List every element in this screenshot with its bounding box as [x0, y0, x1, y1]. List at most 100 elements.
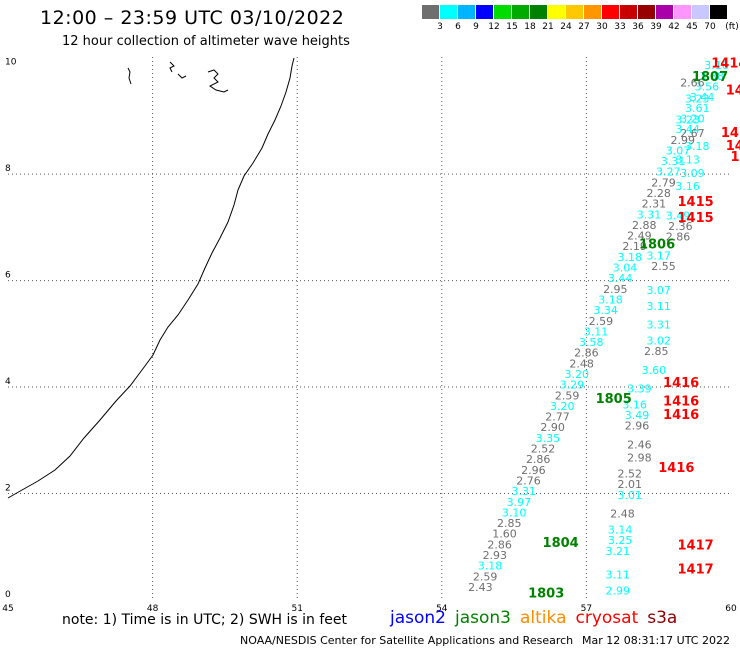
- legend-label: 12: [488, 22, 500, 32]
- swh-value: 2.76: [516, 474, 541, 487]
- swh-value: 3.07: [666, 144, 691, 157]
- legend-label: 3: [437, 22, 443, 32]
- legend-swatch: [530, 5, 547, 19]
- x-tick-label: 57: [581, 604, 592, 614]
- x-tick-label: 54: [436, 604, 448, 614]
- island-path: [207, 69, 229, 93]
- swh-value: 3.97: [507, 496, 532, 509]
- legend-label: 39: [650, 22, 662, 32]
- swh-value: 3.23: [685, 92, 710, 105]
- swh-value: 2.48: [569, 357, 594, 370]
- pass-number: 1417: [678, 562, 714, 577]
- y-tick-label: 8: [5, 164, 11, 174]
- swh-value: 3.44: [608, 272, 633, 285]
- legend-label: 18: [524, 22, 536, 32]
- satellite-s3a: s3a: [647, 608, 678, 628]
- coastline-path: [7, 57, 295, 499]
- legend-swatch: [584, 5, 601, 19]
- island-path: [169, 61, 187, 79]
- swh-value: 3.35: [536, 432, 561, 445]
- page-subtitle: 12 hour collection of altimeter wave hei…: [62, 34, 350, 49]
- swh-value: 3.02: [646, 334, 671, 347]
- swh-value: 2.59: [473, 570, 498, 583]
- pass-number: 1416: [663, 395, 699, 410]
- swh-value: 3.04: [613, 262, 638, 275]
- swh-value: 3.56: [695, 81, 720, 94]
- pass-number: 1416: [658, 461, 694, 476]
- swh-value: 3.31: [646, 319, 671, 332]
- swh-value: 2.46: [627, 438, 652, 451]
- y-tick-label: 4: [5, 377, 11, 387]
- swh-value: 2.66: [680, 76, 705, 89]
- legend-label: 9: [473, 22, 479, 32]
- y-tick-label: 0: [5, 590, 11, 600]
- legend-label: (ft): [725, 22, 739, 32]
- swh-values: 2.432.593.182.932.861.602.853.103.973.31…: [468, 59, 729, 597]
- swh-value: 3.11: [584, 325, 609, 338]
- swh-value: 3.16: [675, 180, 700, 193]
- swh-value: 3.29: [560, 379, 585, 392]
- footer-note: note: 1) Time is in UTC; 2) SWH is in fe…: [62, 612, 348, 628]
- swh-value: 2.93: [483, 549, 508, 562]
- swh-value: 3.44: [690, 91, 715, 104]
- pass-number: 1416: [663, 408, 699, 423]
- pass-number: 1804: [543, 536, 579, 551]
- swh-value: 3.23: [675, 114, 700, 127]
- swh-value: 2.55: [651, 260, 676, 273]
- swh-value: 3.44: [675, 123, 700, 136]
- swh-value: 3.20: [680, 112, 705, 125]
- credit-line: NOAA/NESDIS Center for Satellite Applica…: [240, 634, 574, 647]
- legend-label: 15: [506, 22, 518, 32]
- swh-value: 3.16: [704, 59, 729, 72]
- satellite-jason3: jason3: [455, 608, 511, 628]
- swh-value: 2.85: [497, 517, 522, 530]
- swh-value: 3.13: [675, 153, 700, 166]
- legend-swatch: [494, 5, 511, 19]
- swh-value: 3.18: [685, 140, 710, 153]
- pass-number: 1417: [678, 538, 714, 553]
- swh-value: 3.39: [627, 382, 652, 395]
- swh-value: 2.77: [545, 411, 570, 424]
- legend-swatch: [440, 5, 457, 19]
- pass-number: 1415: [678, 195, 714, 210]
- swh-value: 2.86: [487, 538, 512, 551]
- legend-swatch: [512, 5, 529, 19]
- legend-swatch: [638, 5, 655, 19]
- swh-value: 3.14: [608, 523, 633, 536]
- swh-value: 3.11: [605, 569, 630, 582]
- satellite-altika: altika: [520, 608, 567, 628]
- legend-swatch: [674, 5, 691, 19]
- legend-swatch: [422, 5, 439, 19]
- x-tick-label: 45: [2, 604, 13, 614]
- swh-value: 2.52: [531, 443, 556, 456]
- swh-value: 3.09: [680, 167, 705, 180]
- swh-value: 2.86: [574, 347, 599, 360]
- swh-value: 2.85: [644, 345, 669, 358]
- legend-label: 33: [614, 22, 626, 32]
- swh-value: 2.96: [625, 420, 650, 433]
- legend-label: 45: [686, 22, 698, 32]
- legend-label: 24: [560, 22, 572, 32]
- legend-swatch: [548, 5, 565, 19]
- swh-value: 3.17: [646, 249, 671, 262]
- x-tick-label: 60: [725, 604, 737, 614]
- legend-swatch: [692, 5, 709, 19]
- swh-value: 3.31: [661, 155, 686, 168]
- legend-label: 6: [455, 22, 461, 32]
- swh-value: 3.49: [625, 409, 650, 422]
- swh-value: 2.59: [555, 389, 580, 402]
- swh-value: 3.01: [618, 489, 643, 502]
- timestamp: Mar 12 08:31:17 UTC 2022: [582, 634, 730, 647]
- satellite-legend: jason2 jason3 altika cryosat s3a: [390, 608, 686, 628]
- swh-value: 2.98: [627, 452, 652, 465]
- x-tick-label: 51: [291, 604, 302, 614]
- pass-number: 1415: [731, 150, 740, 165]
- color-legend: 3 6 9 12 15 18 21 24 27 30 33 36 39 42 45 70 (ft): [422, 5, 739, 35]
- swh-value: 2.95: [603, 283, 628, 296]
- swh-value: 3.38: [699, 70, 724, 83]
- swh-value: 3.31: [511, 485, 536, 498]
- swh-value: 2.52: [618, 468, 643, 481]
- axis-labels: 45 48 51 54 57 60 0 2 4 6 8 10: [2, 58, 737, 614]
